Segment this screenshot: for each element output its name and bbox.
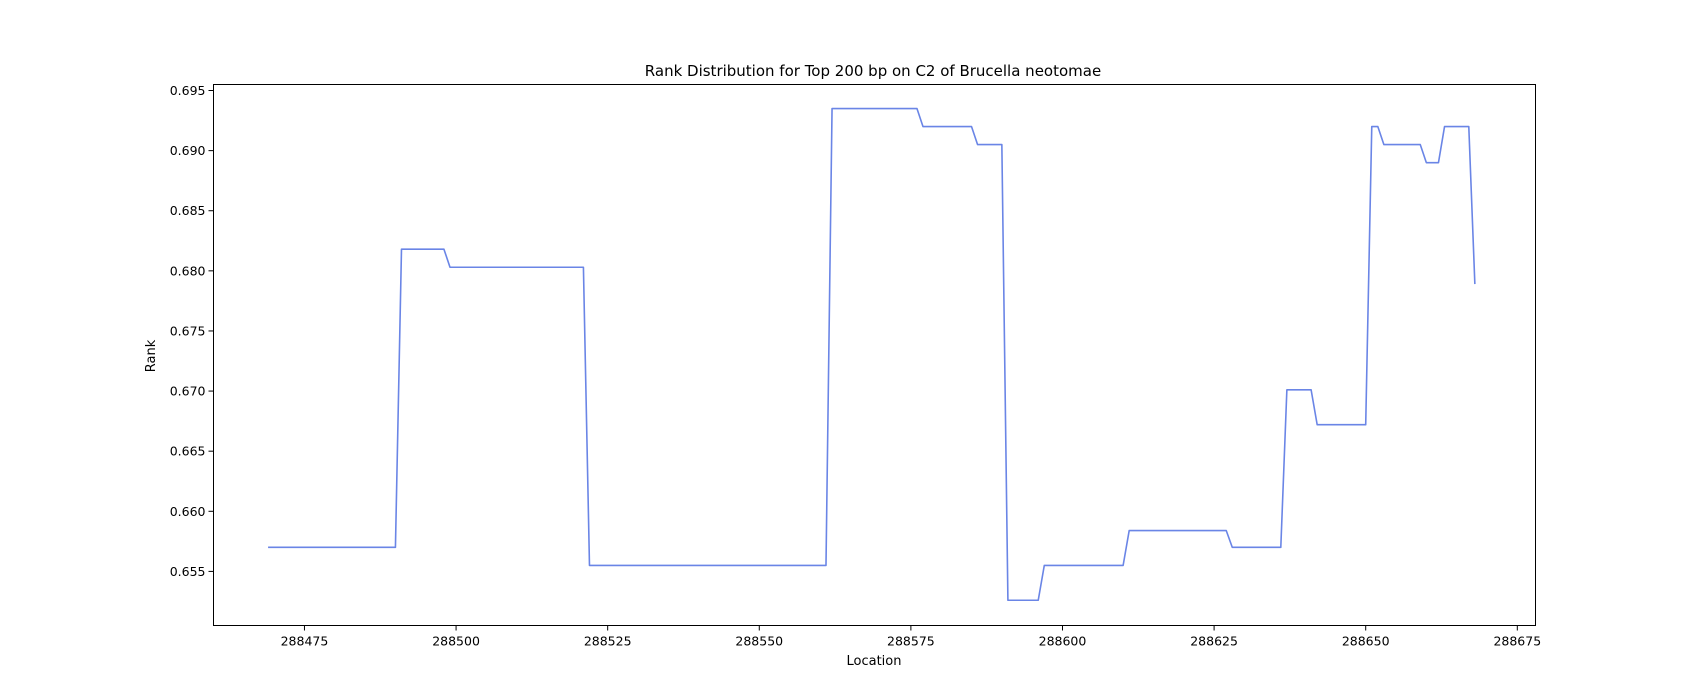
x-tick-label: 288600 (1039, 634, 1087, 649)
series-line (268, 107, 1476, 602)
chart-title: Rank Distribution for Top 200 bp on C2 o… (645, 62, 1101, 80)
x-tick-label: 288675 (1493, 634, 1541, 649)
y-tick-label: 0.695 (170, 83, 206, 98)
x-tick-label: 288650 (1342, 634, 1390, 649)
y-tick-label: 0.660 (170, 504, 206, 519)
x-tick-label: 288525 (584, 634, 632, 649)
y-tick-label: 0.685 (170, 203, 206, 218)
y-tick-label: 0.670 (170, 384, 206, 399)
y-tick-label: 0.655 (170, 564, 206, 579)
y-axis-label: Rank (144, 339, 159, 372)
x-tick-label: 288500 (432, 634, 480, 649)
plot-area (213, 84, 1536, 626)
y-tick-label: 0.665 (170, 444, 206, 459)
y-tick-label: 0.680 (170, 263, 206, 278)
x-axis-label: Location (847, 654, 902, 669)
x-tick-label: 288575 (887, 634, 935, 649)
y-tick-label: 0.690 (170, 143, 206, 158)
plot-frame (213, 84, 1536, 626)
x-tick-label: 288625 (1190, 634, 1238, 649)
x-tick-label: 288475 (281, 634, 329, 649)
x-tick-label: 288550 (735, 634, 783, 649)
y-tick-label: 0.675 (170, 323, 206, 338)
y-axis: 0.655 0.660 0.665 0.670 0.675 0.680 0.685 0.690… (170, 83, 214, 579)
x-axis: 288475 288500 288525 288550 288575 288600 2886… (281, 625, 1541, 649)
